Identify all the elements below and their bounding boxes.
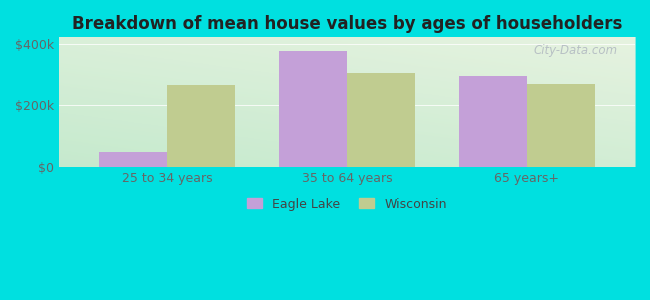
- Bar: [279, 51, 347, 167]
- Bar: [459, 76, 527, 167]
- Legend: Eagle Lake, Wisconsin: Eagle Lake, Wisconsin: [242, 193, 452, 215]
- Text: City-Data.com: City-Data.com: [534, 44, 618, 57]
- Bar: [527, 84, 595, 167]
- Bar: [99, 152, 167, 167]
- Bar: [167, 85, 235, 167]
- Bar: [347, 73, 415, 167]
- Title: Breakdown of mean house values by ages of householders: Breakdown of mean house values by ages o…: [72, 15, 622, 33]
- Bar: [347, 73, 415, 167]
- Bar: [459, 76, 527, 167]
- Bar: [167, 85, 235, 167]
- Bar: [527, 84, 595, 167]
- Bar: [99, 152, 167, 167]
- Bar: [279, 51, 347, 167]
